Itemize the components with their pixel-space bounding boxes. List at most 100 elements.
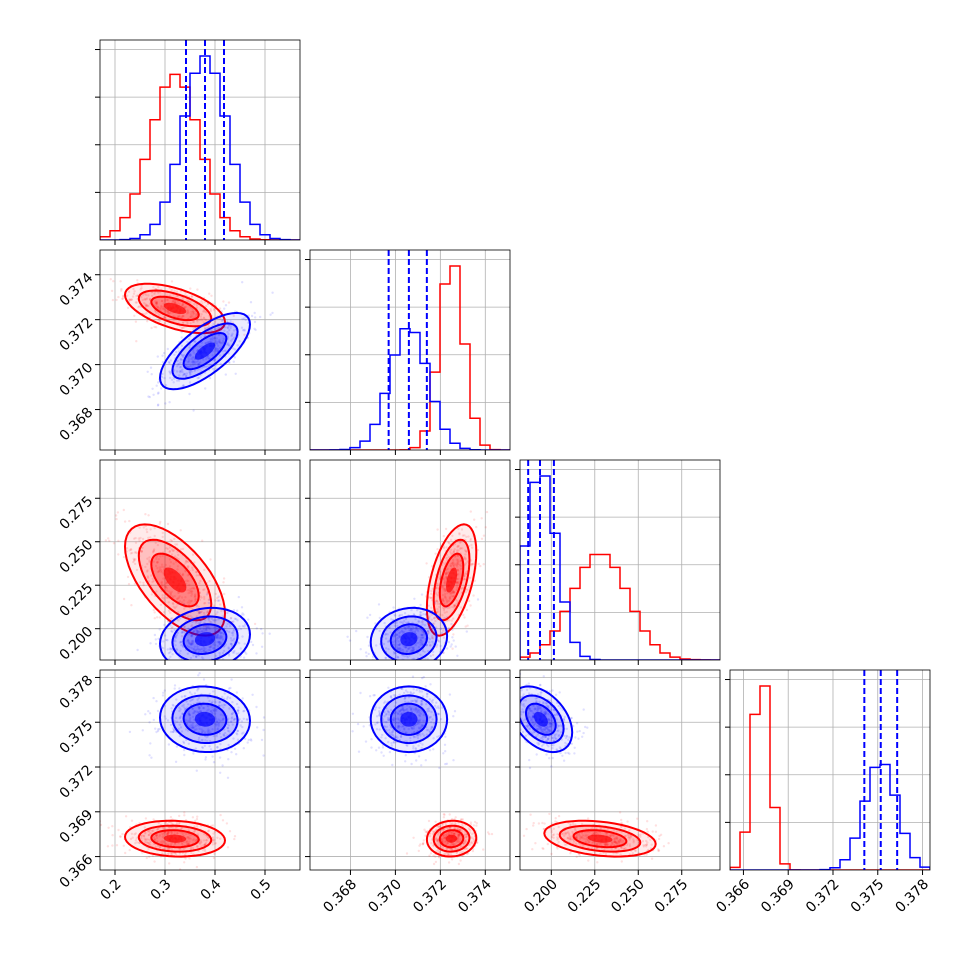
scatter-point [596,861,599,864]
scatter-point [453,847,457,850]
scatter-point [197,574,200,577]
scatter-point [606,843,609,846]
scatter-point [576,834,579,837]
scatter-point [359,691,362,695]
scatter-point [206,696,210,699]
scatter-point [169,561,173,564]
scatter-point [429,663,431,665]
scatter-point [433,616,436,620]
scatter-point [420,724,423,727]
scatter-point [395,711,398,714]
scatter-point [223,592,226,596]
scatter-point [192,640,195,643]
scatter-point [420,701,423,704]
scatter-point [458,833,461,836]
scatter-point [437,841,441,844]
scatter-point [196,376,199,380]
scatter-point [608,835,612,838]
scatter-point [396,726,400,729]
scatter-point [443,813,446,816]
scatter-point [195,655,198,658]
scatter-point [197,363,200,366]
scatter-point [408,706,411,709]
scatter-point [144,840,147,844]
scatter-point [563,843,567,846]
scatter-point [162,307,165,311]
scatter-point [164,822,167,825]
scatter-point [636,817,639,820]
scatter-point [200,341,203,344]
scatter-point [439,627,443,630]
scatter-point [235,732,238,735]
scatter-point [391,730,395,734]
scatter-point [178,617,182,620]
scatter-point [215,635,218,638]
scatter-point [580,836,583,839]
scatter-point [473,820,477,824]
scatter-point [463,576,466,579]
scatter-point [164,308,167,312]
scatter-point [177,379,181,382]
scatter-point [159,603,163,606]
scatter-point [117,295,120,299]
scatter-point [385,725,389,728]
scatter-point [194,598,197,601]
scatter-point [378,713,381,717]
scatter-point [460,829,463,832]
scatter-point [199,709,202,713]
scatter-point [431,726,434,729]
scatter-point [227,654,231,657]
scatter-point [181,326,184,330]
scatter-point [212,734,215,738]
scatter-point [186,560,190,564]
scatter-point [176,832,179,835]
scatter-point [444,527,448,531]
scatter-point [140,286,143,290]
scatter-point [107,826,110,829]
scatter-point [475,822,478,825]
scatter-point [571,830,574,834]
scatter-point [185,738,188,742]
scatter-point [217,640,221,644]
scatter-point [392,643,396,647]
scatter-point [464,557,467,560]
scatter-point [156,844,160,848]
scatter-point [451,842,454,845]
scatter-point [437,826,441,829]
scatter-point [191,310,195,313]
scatter-point [374,723,377,726]
scatter-point [178,602,181,605]
scatter-point [382,665,384,667]
scatter-point [213,641,216,644]
scatter-point [389,631,392,634]
scatter-point [141,546,144,550]
scatter-point [222,325,226,328]
scatter-point [225,625,228,628]
scatter-point [197,650,200,653]
scatter-point [163,322,167,325]
scatter-point [149,843,152,846]
scatter-point [452,831,456,835]
scatter-point [405,852,409,855]
scatter-point [178,717,181,720]
scatter-point [193,561,196,564]
scatter-point [180,601,184,604]
scatter-point [188,371,192,374]
scatter-point [216,599,220,602]
scatter-point [191,724,194,727]
scatter-point [396,656,400,659]
scatter-point [210,331,213,334]
scatter-point [156,305,159,308]
scatter-point [204,661,206,663]
scatter-point [180,369,183,373]
scatter-point [128,549,131,552]
scatter-point [220,325,224,328]
scatter-point [242,747,245,750]
scatter-point [198,627,202,631]
scatter-point [152,842,155,846]
scatter-point [453,833,456,836]
scatter-point [197,696,200,700]
scatter-point [158,628,161,631]
scatter-point [194,661,196,663]
